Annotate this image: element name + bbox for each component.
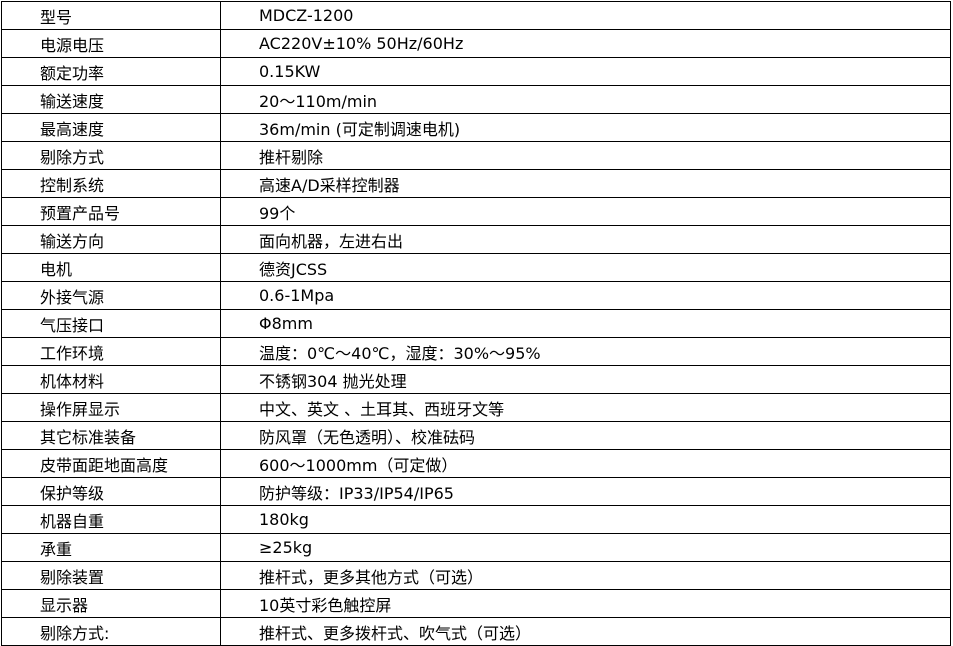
- spec-label: 最高速度: [1, 113, 221, 142]
- spec-label: 气压接口: [1, 309, 221, 338]
- spec-value: 防风罩（无色透明）、校准砝码: [220, 421, 951, 450]
- spec-row: 预置产品号 99个: [1, 197, 951, 226]
- spec-label: 型号: [1, 1, 221, 30]
- spec-value: 36m/min (可定制调速电机): [220, 113, 951, 142]
- spec-row: 显示器 10英寸彩色触控屏: [1, 589, 951, 618]
- spec-row: 操作屏显示 中文、英文 、土耳其、西班牙文等: [1, 393, 951, 422]
- spec-row: 型号 MDCZ-1200: [1, 1, 951, 30]
- spec-label: 剔除方式:: [1, 617, 221, 646]
- spec-row: 电源电压 AC220V±10% 50Hz/60Hz: [1, 29, 951, 58]
- spec-label: 剔除方式: [1, 141, 221, 170]
- spec-label: 承重: [1, 533, 221, 562]
- spec-value: MDCZ-1200: [220, 1, 951, 30]
- spec-row: 皮带面距地面高度 600～1000mm（可定做）: [1, 449, 951, 478]
- spec-label: 显示器: [1, 589, 221, 618]
- spec-value: 推杆式、更多拨杆式、吹气式（可选）: [220, 617, 951, 646]
- spec-value: 推杆式，更多其他方式（可选）: [220, 561, 951, 590]
- spec-value: 600～1000mm（可定做）: [220, 449, 951, 478]
- spec-row: 工作环境 温度：0℃～40℃，湿度：30%～95%: [1, 337, 951, 366]
- spec-row: 剔除方式 推杆剔除: [1, 141, 951, 170]
- spec-label: 额定功率: [1, 57, 221, 86]
- spec-label: 电机: [1, 253, 221, 282]
- spec-value: 德资JCSS: [220, 253, 951, 282]
- spec-row: 机器自重 180kg: [1, 505, 951, 534]
- spec-label: 机体材料: [1, 365, 221, 394]
- spec-value: 0.6-1Mpa: [220, 281, 951, 310]
- spec-row: 气压接口 Φ8mm: [1, 309, 951, 338]
- spec-row: 电机 德资JCSS: [1, 253, 951, 282]
- spec-value: 10英寸彩色触控屏: [220, 589, 951, 618]
- spec-label: 控制系统: [1, 169, 221, 198]
- spec-row: 机体材料 不锈钢304 抛光处理: [1, 365, 951, 394]
- spec-label: 输送方向: [1, 225, 221, 254]
- spec-label: 机器自重: [1, 505, 221, 534]
- spec-value: 180kg: [220, 505, 951, 534]
- spec-row: 保护等级 防护等级：IP33/IP54/IP65: [1, 477, 951, 506]
- spec-row: 额定功率 0.15KW: [1, 57, 951, 86]
- spec-label: 保护等级: [1, 477, 221, 506]
- spec-label: 其它标准装备: [1, 421, 221, 450]
- spec-label: 工作环境: [1, 337, 221, 366]
- spec-row: 其它标准装备 防风罩（无色透明）、校准砝码: [1, 421, 951, 450]
- spec-value: ≥25kg: [220, 533, 951, 562]
- spec-value: 推杆剔除: [220, 141, 951, 170]
- spec-value: 温度：0℃～40℃，湿度：30%～95%: [220, 337, 951, 366]
- spec-value: 99个: [220, 197, 951, 226]
- spec-row: 剔除方式: 推杆式、更多拨杆式、吹气式（可选）: [1, 617, 951, 646]
- spec-value: 面向机器，左进右出: [220, 225, 951, 254]
- spec-value: 不锈钢304 抛光处理: [220, 365, 951, 394]
- spec-value: 高速A/D采样控制器: [220, 169, 951, 198]
- spec-value: AC220V±10% 50Hz/60Hz: [220, 29, 951, 58]
- spec-value: Φ8mm: [220, 309, 951, 338]
- spec-label: 外接气源: [1, 281, 221, 310]
- spec-label: 电源电压: [1, 29, 221, 58]
- spec-value: 0.15KW: [220, 57, 951, 86]
- spec-row: 外接气源 0.6-1Mpa: [1, 281, 951, 310]
- spec-label: 剔除装置: [1, 561, 221, 590]
- spec-value: 20～110m/min: [220, 85, 951, 114]
- spec-value: 防护等级：IP33/IP54/IP65: [220, 477, 951, 506]
- spec-row: 输送方向 面向机器，左进右出: [1, 225, 951, 254]
- spec-label: 输送速度: [1, 85, 221, 114]
- spec-value: 中文、英文 、土耳其、西班牙文等: [220, 393, 951, 422]
- spec-row: 输送速度 20～110m/min: [1, 85, 951, 114]
- spec-row: 最高速度 36m/min (可定制调速电机): [1, 113, 951, 142]
- spec-row: 控制系统 高速A/D采样控制器: [1, 169, 951, 198]
- spec-label: 预置产品号: [1, 197, 221, 226]
- spec-row: 剔除装置 推杆式，更多其他方式（可选）: [1, 561, 951, 590]
- spec-label: 操作屏显示: [1, 393, 221, 422]
- spec-row: 承重 ≥25kg: [1, 533, 951, 562]
- spec-label: 皮带面距地面高度: [1, 449, 221, 478]
